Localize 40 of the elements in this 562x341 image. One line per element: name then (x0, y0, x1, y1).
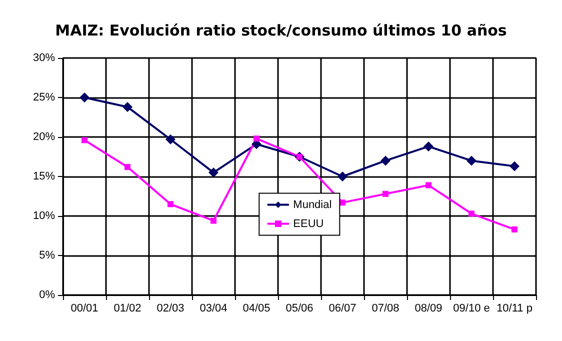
point (426, 182, 432, 188)
x-tick-label: 03/04 (200, 302, 228, 314)
point (122, 102, 132, 112)
y-tick-label: 0% (39, 289, 56, 301)
x-tick-label: 07/08 (372, 302, 400, 314)
point (168, 201, 174, 208)
point (124, 164, 130, 170)
x-tick-label: 10/11 p (496, 302, 532, 314)
x-tick-label: 05/06 (286, 302, 314, 314)
x-tick-label: 08/09 (414, 302, 442, 314)
y-tick-label: 5% (39, 250, 56, 262)
point (380, 156, 390, 166)
x-tick-label: 09/10 e (453, 302, 490, 314)
point (254, 136, 260, 142)
point (340, 200, 346, 206)
point (210, 218, 216, 224)
point (468, 210, 474, 217)
point (466, 156, 476, 166)
y-tick-label: 30% (32, 52, 56, 64)
point (424, 141, 434, 152)
chart-title: MAIZ: Evolución ratio stock/consumo últimos 10 años (55, 22, 507, 40)
y-tick-label: 25% (32, 92, 56, 104)
y-tick-label: 20% (32, 131, 56, 143)
x-tick-label: 02/03 (156, 302, 184, 314)
point (512, 226, 518, 232)
y-tick-label: 10% (32, 210, 56, 222)
y-tick-label: 15% (32, 170, 56, 182)
point (510, 161, 520, 172)
point (80, 92, 90, 102)
x-tick-label: 00/01 (70, 302, 98, 314)
point (338, 172, 348, 182)
x-tick-label: 01/02 (114, 302, 142, 314)
point (166, 134, 176, 144)
point (382, 190, 388, 197)
point (82, 137, 88, 144)
legend-label: Mundial (293, 198, 332, 211)
point (208, 168, 218, 178)
x-tick-label: 06/07 (328, 302, 356, 314)
legend-label: EEUU (293, 218, 324, 230)
x-tick-label: 04/05 (242, 302, 270, 314)
